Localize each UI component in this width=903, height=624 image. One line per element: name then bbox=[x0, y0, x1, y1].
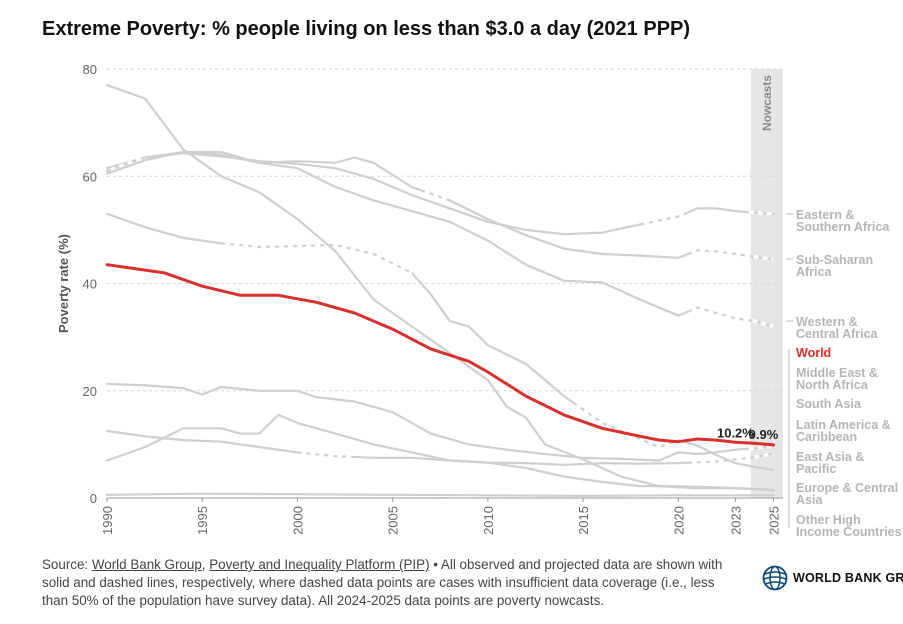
series-label-other-high-income-countries-1: Income Countries bbox=[796, 525, 902, 539]
y-tick-label-80: 80 bbox=[83, 62, 97, 77]
data-label-0: 10.2% bbox=[717, 425, 754, 440]
data-label-1: 9.9% bbox=[749, 427, 779, 442]
line-chart: Nowcasts 0 20 40 60 80 Poverty rate (%) 1990 19… bbox=[56, 62, 902, 539]
x-tick-label-1990: 1990 bbox=[100, 506, 115, 535]
end-label-layer: Eastern &Southern Africa Sub-SaharanAfric… bbox=[786, 208, 902, 539]
series-label-sub-saharan-africa-1: Africa bbox=[796, 265, 832, 279]
series-dash-latin-america-caribbean-0 bbox=[744, 444, 774, 451]
logo-text: WORLD BANK GROUP bbox=[793, 571, 903, 585]
globe-icon bbox=[762, 565, 788, 591]
chart-title: Extreme Poverty: % people living on less… bbox=[42, 18, 691, 40]
series-line-western-central-africa bbox=[105, 151, 775, 328]
grid-layer bbox=[107, 68, 783, 392]
series-line-latin-america-caribbean bbox=[105, 382, 775, 462]
source-link-pip[interactable]: Poverty and Inequality Platform (PIP) bbox=[209, 557, 430, 572]
series-label-eastern-southern-africa-0: Eastern & bbox=[796, 208, 854, 222]
series-label-other-high-income-countries-0: Other High bbox=[796, 513, 861, 527]
source-separator: , bbox=[201, 557, 210, 572]
series-line-world bbox=[105, 263, 775, 447]
annotation-layer: 10.2%9.9% bbox=[717, 425, 779, 442]
source-note: Source: World Bank Group, Poverty and In… bbox=[42, 556, 742, 610]
nowcast-band-label: Nowcasts bbox=[760, 75, 774, 131]
series-layer bbox=[105, 84, 775, 497]
series-label-latin-america-caribbean-1: Caribbean bbox=[796, 430, 857, 444]
series-label-western-central-africa-1: Central Africa bbox=[796, 327, 879, 341]
series-label-world-0: World bbox=[796, 346, 831, 360]
axis-layer: 0 20 40 60 80 Poverty rate (%) 1990 1995 2000 200… bbox=[56, 62, 783, 535]
y-tick-label-0: 0 bbox=[90, 491, 97, 506]
series-dash-south-asia-0 bbox=[221, 241, 413, 275]
series-label-latin-america-caribbean-0: Latin America & bbox=[796, 418, 891, 432]
source-link-wbg[interactable]: World Bank Group bbox=[91, 557, 202, 572]
x-tick-label-2010: 2010 bbox=[481, 506, 496, 535]
series-line-other-high-income-countries bbox=[105, 492, 775, 497]
series-label-east-asia-pacific-0: East Asia & bbox=[796, 450, 864, 464]
series-dash-middle-east-north-africa-1 bbox=[687, 451, 774, 465]
series-line-south-asia bbox=[105, 212, 775, 472]
x-tick-label-2005: 2005 bbox=[386, 506, 401, 535]
series-line-europe-central-asia bbox=[105, 413, 775, 492]
series-label-europe-central-asia-0: Europe & Central bbox=[796, 481, 898, 495]
series-label-europe-central-asia-1: Asia bbox=[796, 493, 823, 507]
source-text: • All observed and projected data are sh… bbox=[42, 557, 723, 608]
series-label-south-asia-0: South Asia bbox=[796, 397, 862, 411]
series-label-sub-saharan-africa-0: Sub-Saharan bbox=[796, 253, 873, 267]
x-tick-label-2015: 2015 bbox=[576, 506, 591, 535]
series-line-sub-saharan-africa bbox=[105, 151, 775, 261]
x-tick-label-2000: 2000 bbox=[290, 506, 305, 535]
y-tick-label-20: 20 bbox=[83, 384, 97, 399]
x-tick-label-1995: 1995 bbox=[195, 506, 210, 535]
series-label-eastern-southern-africa-1: Southern Africa bbox=[796, 220, 890, 234]
series-dash-eastern-southern-africa-0 bbox=[639, 210, 689, 227]
series-label-east-asia-pacific-1: Pacific bbox=[796, 462, 836, 476]
source-label: Source: bbox=[42, 557, 92, 572]
y-axis-title: Poverty rate (%) bbox=[56, 234, 71, 333]
series-dash-eastern-southern-africa-1 bbox=[744, 210, 774, 216]
x-tick-label-2025: 2025 bbox=[766, 506, 781, 535]
x-tick-label-2023: 2023 bbox=[728, 506, 743, 535]
series-dash-south-asia-1 bbox=[572, 401, 679, 449]
y-tick-label-40: 40 bbox=[83, 277, 97, 292]
series-dash-western-central-africa-0 bbox=[687, 305, 774, 329]
series-dash-middle-east-north-africa-0 bbox=[297, 450, 355, 459]
series-dash-sub-saharan-africa-2 bbox=[687, 248, 774, 262]
series-label-middle-east-north-africa-0: Middle East & bbox=[796, 366, 878, 380]
series-dash-sub-saharan-africa-0 bbox=[106, 155, 146, 173]
series-label-middle-east-north-africa-1: North Africa bbox=[796, 378, 869, 392]
world-bank-logo[interactable]: WORLD BANK GROUP bbox=[762, 565, 903, 591]
y-tick-label-60: 60 bbox=[83, 169, 97, 184]
series-dash-sub-saharan-africa-1 bbox=[420, 188, 451, 203]
series-line-east-asia-pacific bbox=[105, 84, 775, 492]
series-label-western-central-africa-0: Western & bbox=[796, 315, 858, 329]
x-tick-label-2020: 2020 bbox=[671, 506, 686, 535]
